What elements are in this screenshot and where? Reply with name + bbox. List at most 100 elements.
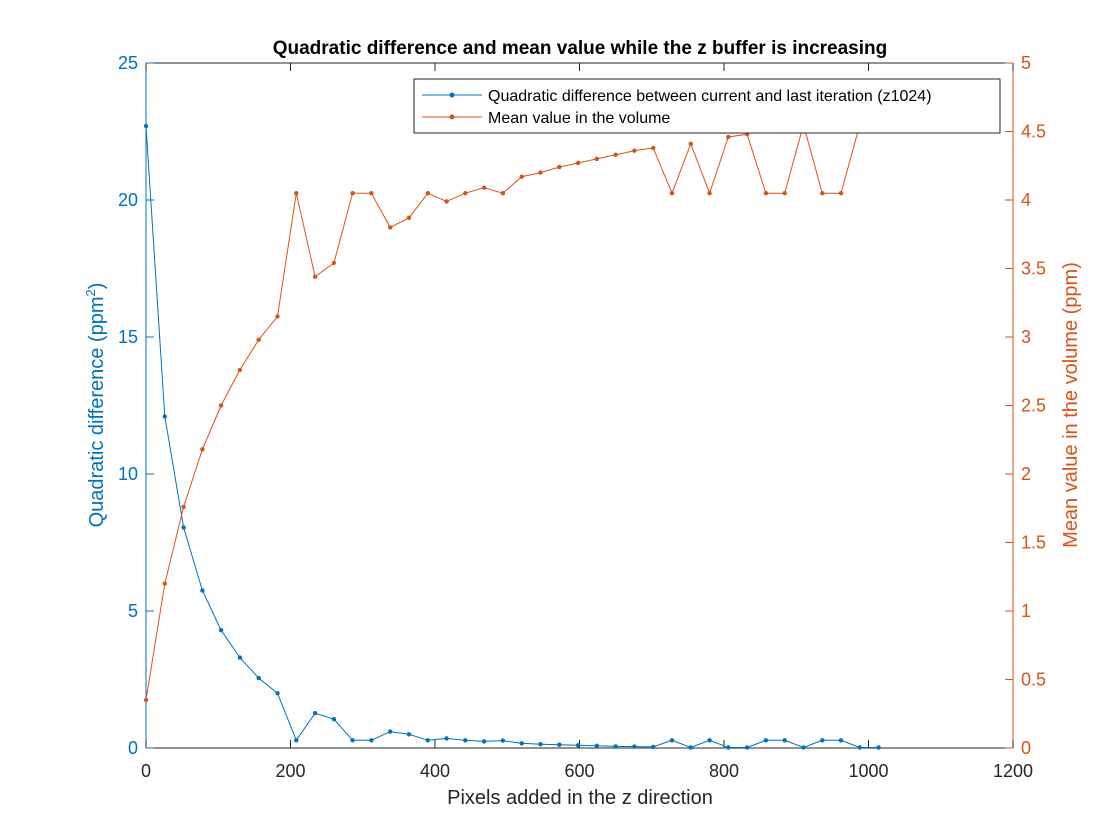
left-y-tick-label: 15 bbox=[118, 327, 138, 347]
data-point-mean bbox=[162, 581, 167, 586]
right-y-tick-label: 0 bbox=[1021, 738, 1031, 758]
left-axis-label-main: Quadratic difference (ppm bbox=[86, 297, 108, 528]
data-point-mean bbox=[312, 274, 318, 279]
data-point-mean bbox=[350, 191, 355, 196]
right-y-tick-label: 2.5 bbox=[1021, 396, 1046, 416]
data-point-quadratic bbox=[538, 742, 543, 747]
data-point-quadratic bbox=[876, 745, 881, 750]
data-point-quadratic bbox=[256, 675, 261, 681]
data-point-mean bbox=[369, 191, 374, 196]
data-point-mean bbox=[557, 164, 562, 170]
data-point-mean bbox=[651, 145, 656, 151]
data-point-mean bbox=[669, 191, 675, 196]
x-tick-label: 0 bbox=[141, 761, 151, 781]
right-y-tick-label: 4.5 bbox=[1021, 122, 1046, 142]
data-point-quadratic bbox=[350, 738, 355, 743]
x-tick-label: 200 bbox=[275, 761, 305, 781]
series-line-mean bbox=[145, 122, 861, 701]
right-y-tick-label: 4 bbox=[1021, 190, 1031, 210]
data-point-quadratic bbox=[594, 743, 599, 748]
data-point-quadratic bbox=[744, 745, 750, 750]
data-point-mean bbox=[143, 697, 149, 703]
data-point-mean bbox=[519, 174, 524, 179]
data-point-mean bbox=[444, 199, 449, 204]
data-point-quadratic bbox=[294, 738, 299, 743]
right-y-tick-label: 1.5 bbox=[1021, 533, 1046, 553]
data-point-mean bbox=[500, 191, 506, 196]
data-point-mean bbox=[463, 191, 468, 196]
data-point-quadratic bbox=[820, 738, 825, 743]
legend-marker-quadratic bbox=[449, 92, 455, 98]
left-axis-label: Quadratic difference (ppm2) bbox=[83, 283, 108, 528]
right-y-tick-label: 0.5 bbox=[1021, 670, 1046, 690]
data-point-quadratic bbox=[162, 414, 167, 419]
data-point-mean bbox=[275, 314, 280, 319]
data-point-quadratic bbox=[857, 745, 862, 750]
data-point-mean bbox=[594, 156, 599, 162]
data-point-quadratic bbox=[444, 736, 449, 741]
data-point-mean bbox=[237, 367, 243, 373]
data-point-quadratic bbox=[331, 717, 337, 722]
left-axis-label-superscript: 2 bbox=[83, 289, 98, 296]
data-point-quadratic bbox=[557, 742, 562, 747]
data-point-quadratic bbox=[613, 744, 618, 749]
data-point-quadratic bbox=[218, 628, 224, 633]
axes: 0 200 400 600 800 1000 1200051015202500.511.52… bbox=[118, 53, 1046, 781]
data-point-quadratic bbox=[688, 745, 693, 750]
data-point-mean bbox=[575, 160, 581, 166]
data-point-quadratic bbox=[388, 729, 393, 734]
data-point-mean bbox=[726, 134, 731, 140]
data-point-mean bbox=[181, 504, 186, 510]
data-point-quadratic bbox=[669, 738, 675, 743]
data-point-quadratic bbox=[707, 738, 712, 743]
legend-label-mean: Mean value in the volume bbox=[488, 110, 670, 127]
data-point-quadratic bbox=[237, 655, 243, 660]
data-point-mean bbox=[632, 148, 637, 153]
data-point-mean bbox=[820, 191, 825, 196]
right-axis-label: Mean value in the volume (ppm) bbox=[1060, 262, 1082, 548]
data-point-quadratic bbox=[782, 738, 787, 743]
right-y-tick-label: 2 bbox=[1021, 464, 1031, 484]
data-point-mean bbox=[707, 191, 712, 196]
data-point-mean bbox=[838, 191, 844, 196]
data-point-mean bbox=[218, 403, 224, 408]
data-point-mean bbox=[481, 185, 487, 190]
left-y-tick-label: 20 bbox=[118, 190, 138, 210]
data-point-quadratic bbox=[181, 525, 186, 530]
data-point-mean bbox=[688, 141, 693, 146]
data-point-mean bbox=[763, 191, 769, 196]
x-tick-label: 800 bbox=[709, 761, 739, 781]
chart-title: Quadratic difference and mean value whil… bbox=[273, 38, 888, 59]
legend-marker-mean bbox=[449, 114, 455, 120]
data-point-quadratic bbox=[763, 738, 769, 743]
data-point-quadratic bbox=[838, 738, 844, 743]
data-point-quadratic bbox=[312, 711, 318, 716]
x-tick-label: 1200 bbox=[993, 761, 1033, 781]
data-point-quadratic bbox=[275, 691, 280, 696]
x-axis-label: Pixels added in the z direction bbox=[447, 787, 713, 809]
data-point-quadratic bbox=[463, 738, 468, 743]
data-point-mean bbox=[256, 337, 261, 342]
data-point-mean bbox=[613, 152, 618, 157]
legend: Quadratic difference between current and… bbox=[413, 78, 1001, 134]
data-point-mean bbox=[782, 191, 787, 196]
legend-box bbox=[413, 78, 1001, 134]
svg-text:Quadratic difference (ppm2): Quadratic difference (ppm2) bbox=[83, 283, 108, 528]
right-y-tick-label: 3.5 bbox=[1021, 259, 1046, 279]
data-point-quadratic bbox=[632, 744, 637, 749]
data-point-mean bbox=[538, 170, 543, 175]
series-layer bbox=[143, 122, 881, 750]
data-point-quadratic bbox=[651, 744, 656, 750]
data-point-quadratic bbox=[519, 741, 524, 746]
left-y-tick-label: 0 bbox=[128, 738, 138, 758]
series-line-quadratic bbox=[145, 125, 879, 749]
data-point-quadratic bbox=[500, 738, 506, 743]
left-y-tick-label: 10 bbox=[118, 464, 138, 484]
data-point-quadratic bbox=[481, 739, 487, 744]
data-point-mean bbox=[331, 260, 337, 266]
data-point-quadratic bbox=[801, 745, 806, 750]
right-y-tick-label: 5 bbox=[1021, 53, 1031, 73]
x-tick-label: 1000 bbox=[848, 761, 888, 781]
data-point-quadratic bbox=[200, 588, 205, 593]
